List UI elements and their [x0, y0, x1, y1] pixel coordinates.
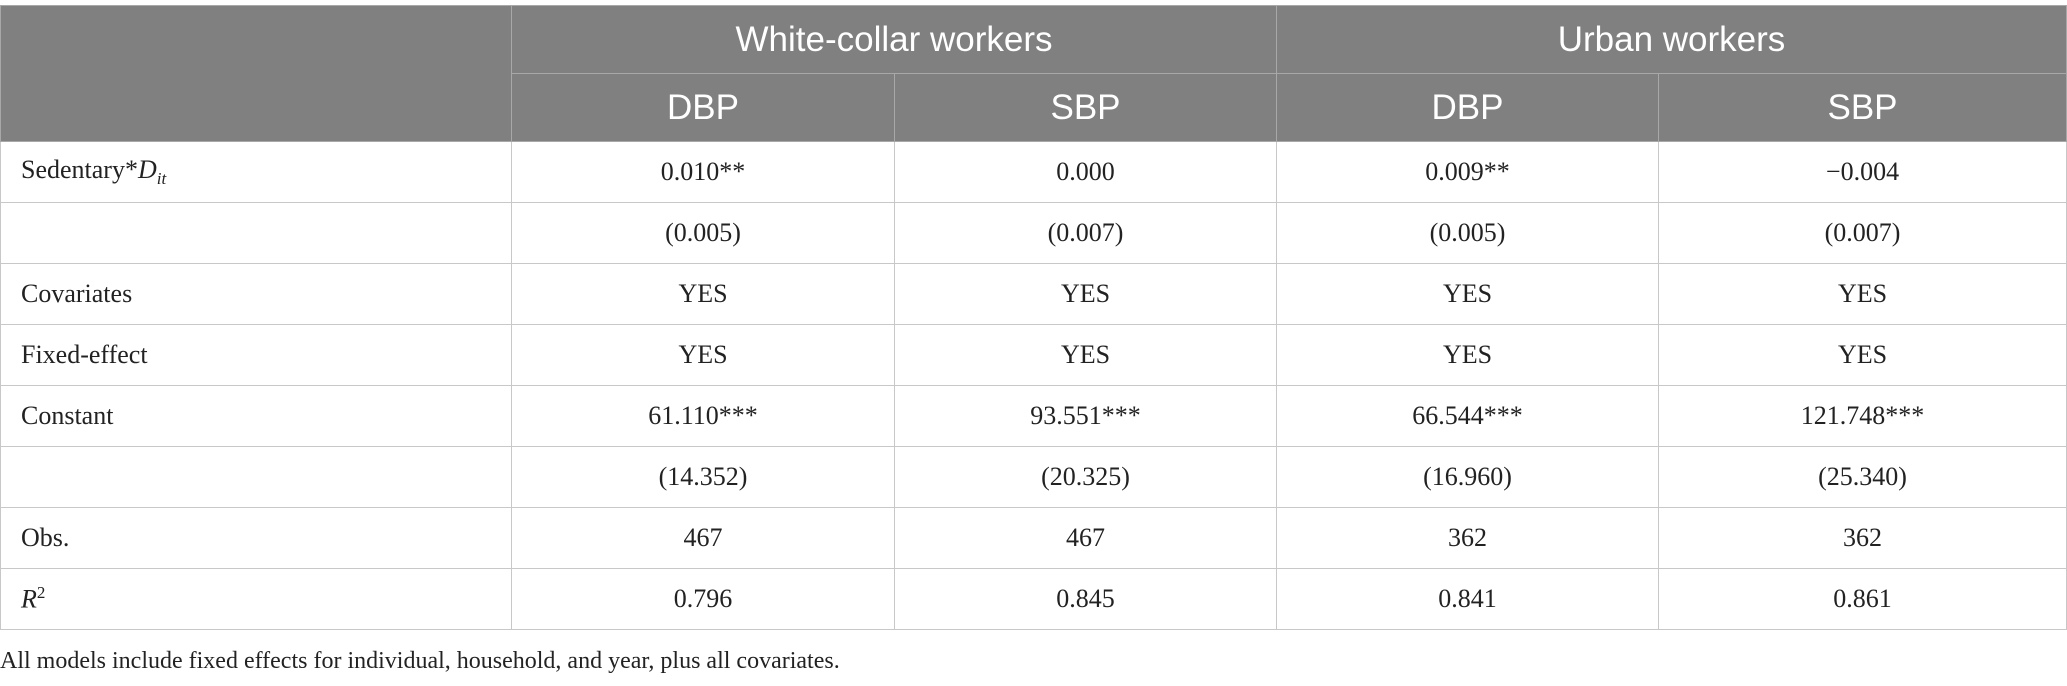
table-cell: YES: [511, 324, 895, 386]
table-cell: 66.544***: [1276, 385, 1659, 447]
table-cell: (0.005): [511, 202, 895, 264]
table-cell: 467: [511, 507, 895, 569]
results-table: White-collar workers Urban workers DBP SBP D…: [0, 5, 2067, 630]
group-header: White-collar workers: [511, 5, 1277, 74]
table-row: R2 0.796 0.845 0.841 0.861: [0, 568, 2067, 630]
table-cell: (16.960): [1276, 446, 1659, 508]
table-cell: (14.352): [511, 446, 895, 508]
table-cell: 61.110***: [511, 385, 895, 447]
sub-header: DBP: [511, 73, 895, 142]
label-text: Obs.: [21, 523, 70, 552]
row-label: R2: [0, 568, 512, 630]
table-cell: 0.009**: [1276, 141, 1659, 203]
row-label: Constant: [0, 385, 512, 447]
table-row: (0.005) (0.007) (0.005) (0.007): [0, 202, 2067, 264]
row-label: [0, 202, 512, 264]
table-cell: YES: [1657, 324, 2067, 386]
footnote: All models include fixed effects for ind…: [0, 648, 840, 674]
table-row: Sedentary*Dit 0.010** 0.000 0.009** −0.004: [0, 141, 2067, 203]
group-header-row: White-collar workers Urban workers: [0, 5, 2067, 142]
label-text: Fixed-effect: [21, 340, 148, 369]
table-cell: 0.010**: [511, 141, 895, 203]
table-cell: 0.861: [1657, 568, 2067, 630]
table-cell: YES: [1657, 263, 2067, 325]
table-row: Constant 61.110*** 93.551*** 66.544*** 121.7…: [0, 385, 2067, 447]
table-row: Obs. 467 467 362 362: [0, 507, 2067, 569]
table-cell: 0.000: [894, 141, 1277, 203]
sub-header: SBP: [1657, 73, 2067, 142]
sub-header-row: DBP SBP DBP SBP: [1, 73, 2067, 142]
table-cell: (25.340): [1657, 446, 2067, 508]
label-variable: D: [137, 154, 157, 184]
table-cell: (0.005): [1276, 202, 1659, 264]
table-head: White-collar workers Urban workers DBP SBP D…: [0, 5, 2067, 142]
table-cell: YES: [1276, 263, 1659, 325]
table-body: Sedentary*Dit 0.010** 0.000 0.009** −0.004 (0…: [0, 141, 2067, 630]
row-label: Fixed-effect: [0, 324, 512, 386]
table-cell: YES: [894, 263, 1277, 325]
table-cell: YES: [1276, 324, 1659, 386]
table-cell: 121.748***: [1657, 385, 2067, 447]
row-label: Covariates: [0, 263, 512, 325]
table-cell: 467: [894, 507, 1277, 569]
corner-cell: [0, 5, 512, 142]
table-cell: (0.007): [1657, 202, 2067, 264]
label-subscript: it: [156, 169, 167, 189]
table-cell: (0.007): [894, 202, 1277, 264]
table-row: Fixed-effect YES YES YES YES: [0, 324, 2067, 386]
table-cell: 93.551***: [894, 385, 1277, 447]
label-text: Sedentary*: [21, 154, 138, 184]
table-cell: 0.841: [1276, 568, 1659, 630]
row-label: Obs.: [0, 507, 512, 569]
label-text: Constant: [21, 401, 114, 430]
row-label: [0, 446, 512, 508]
table-row: Covariates YES YES YES YES: [0, 263, 2067, 325]
label-superscript: 2: [36, 583, 46, 603]
sub-header: DBP: [1276, 73, 1659, 142]
label-variable: R: [21, 584, 37, 614]
table-row: (14.352) (20.325) (16.960) (25.340): [0, 446, 2067, 508]
table-cell: −0.004: [1657, 141, 2067, 203]
sub-header: SBP: [894, 73, 1277, 142]
table-cell: 362: [1657, 507, 2067, 569]
table-cell: YES: [511, 263, 895, 325]
label-text: Covariates: [21, 279, 133, 308]
table-cell: (20.325): [894, 446, 1277, 508]
table-cell: 0.845: [894, 568, 1277, 630]
row-label: Sedentary*Dit: [0, 141, 512, 203]
table-cell: 0.796: [511, 568, 895, 630]
table-cell: YES: [894, 324, 1277, 386]
table-cell: 362: [1276, 507, 1659, 569]
group-header: Urban workers: [1275, 5, 2067, 74]
